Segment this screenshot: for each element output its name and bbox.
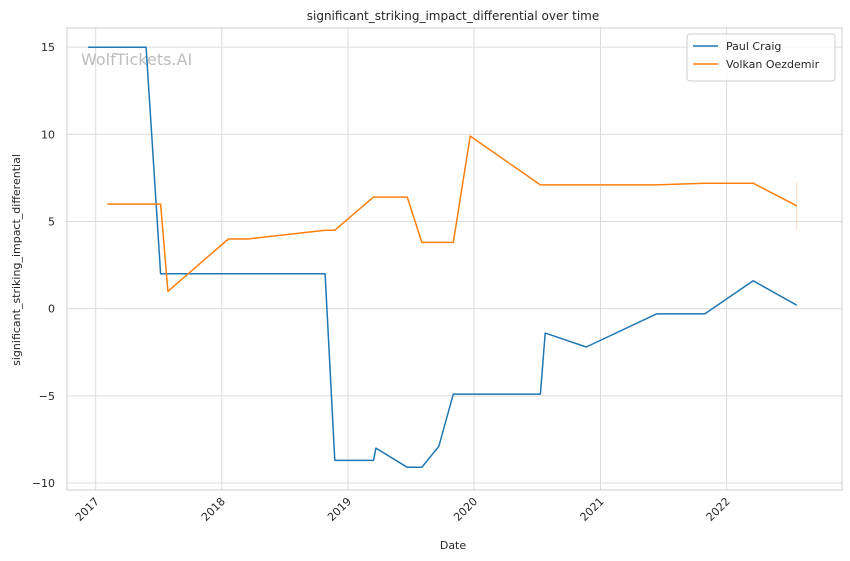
legend-label-1: Volkan Oezdemir bbox=[726, 58, 820, 71]
legend-box bbox=[686, 33, 836, 82]
y-tick-label: 0 bbox=[48, 303, 55, 316]
plot-frame bbox=[66, 27, 843, 491]
y-axis-ticks: −10 −5 0 5 10 15 bbox=[32, 41, 55, 490]
y-axis-label: significant_striking_impact_differential bbox=[10, 154, 23, 366]
y-tick-label: 10 bbox=[41, 128, 55, 141]
x-tick-label: 2019 bbox=[325, 495, 354, 524]
x-axis-ticks: 2017 2018 2019 2020 2021 2022 bbox=[73, 495, 733, 524]
x-tick-label: 2020 bbox=[451, 495, 480, 524]
series-lines bbox=[88, 46, 798, 469]
legend-label-0: Paul Craig bbox=[726, 40, 781, 53]
y-tick-label: 5 bbox=[48, 216, 55, 229]
legend: Paul Craig Volkan Oezdemir bbox=[686, 33, 836, 82]
y-tick-label: 15 bbox=[41, 41, 55, 54]
grid bbox=[67, 28, 842, 490]
y-tick-label: −10 bbox=[32, 477, 55, 490]
x-tick-label: 2017 bbox=[73, 495, 102, 524]
series-line-1 bbox=[107, 135, 798, 293]
series-line-0 bbox=[88, 46, 798, 469]
x-tick-label: 2022 bbox=[704, 495, 733, 524]
x-tick-label: 2018 bbox=[199, 495, 228, 524]
chart-title: significant_striking_impact_differential… bbox=[307, 9, 599, 23]
y-tick-label: −5 bbox=[39, 390, 55, 403]
x-axis-label: Date bbox=[440, 539, 467, 552]
watermark: WolfTickets.AI bbox=[81, 50, 192, 69]
x-tick-label: 2021 bbox=[578, 495, 607, 524]
